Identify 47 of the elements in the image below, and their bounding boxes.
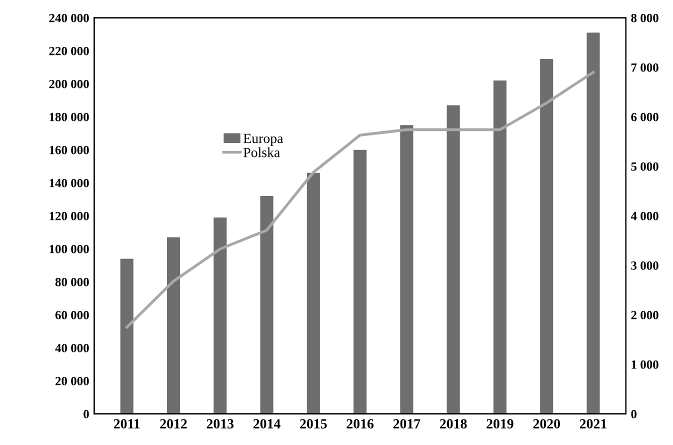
bar [446,105,460,414]
y-tick-label: 100 000 [50,244,89,254]
bar [214,217,227,414]
y-tick-label: 180 000 [50,112,89,122]
bar [120,258,134,414]
x-tick-label: 2015 [300,419,327,428]
legend-label: Polska [244,147,280,158]
y2-tick-label: 3 000 [631,261,658,270]
x-tick-label: 2013 [206,419,234,428]
x-tick-label: 2014 [253,419,280,428]
y2-tick-label: 1 000 [632,360,658,369]
bar [260,196,274,414]
y2-tick-label: 5 000 [631,162,658,171]
bar [306,172,320,414]
y-tick-label: 20 000 [56,376,89,386]
y-tick-label: 60 000 [55,310,89,320]
line-series [125,70,595,329]
y-tick-label: 200 000 [49,80,89,88]
y2-tick-label: 8 000 [631,14,658,22]
bar [354,150,367,414]
y2-tick-label: 2 000 [631,310,658,320]
y-tick-label: 140 000 [50,178,89,188]
bar [540,59,554,414]
bar [166,237,180,414]
x-tick-label: 2012 [160,419,187,428]
y2-tick-label: 7 000 [631,63,658,72]
bar [586,32,600,414]
y-tick-label: 220 000 [49,46,89,56]
y-tick-label: 120 000 [50,212,89,220]
y-tick-label: 240 000 [49,14,89,22]
x-tick-label: 2019 [486,419,514,428]
y-tick-label: 160 000 [50,146,89,154]
x-tick-label: 2018 [440,419,467,428]
x-tick-label: 2020 [533,419,560,428]
y2-tick-label: 0 [631,410,637,418]
x-tick-label: 2011 [114,419,140,428]
x-tick-label: 2016 [346,419,374,428]
legend-label: Europa [244,134,284,146]
y2-tick-label: 6 000 [631,112,658,122]
y2-tick-label: 4 000 [630,212,658,220]
y-tick-label: 0 [84,410,89,418]
bar [400,125,414,414]
bar [493,80,506,414]
y-tick-label: 80 000 [55,278,89,286]
x-tick-label: 2021 [580,419,606,428]
x-tick-label: 2017 [393,419,420,428]
y-tick-label: 40 000 [55,344,89,352]
